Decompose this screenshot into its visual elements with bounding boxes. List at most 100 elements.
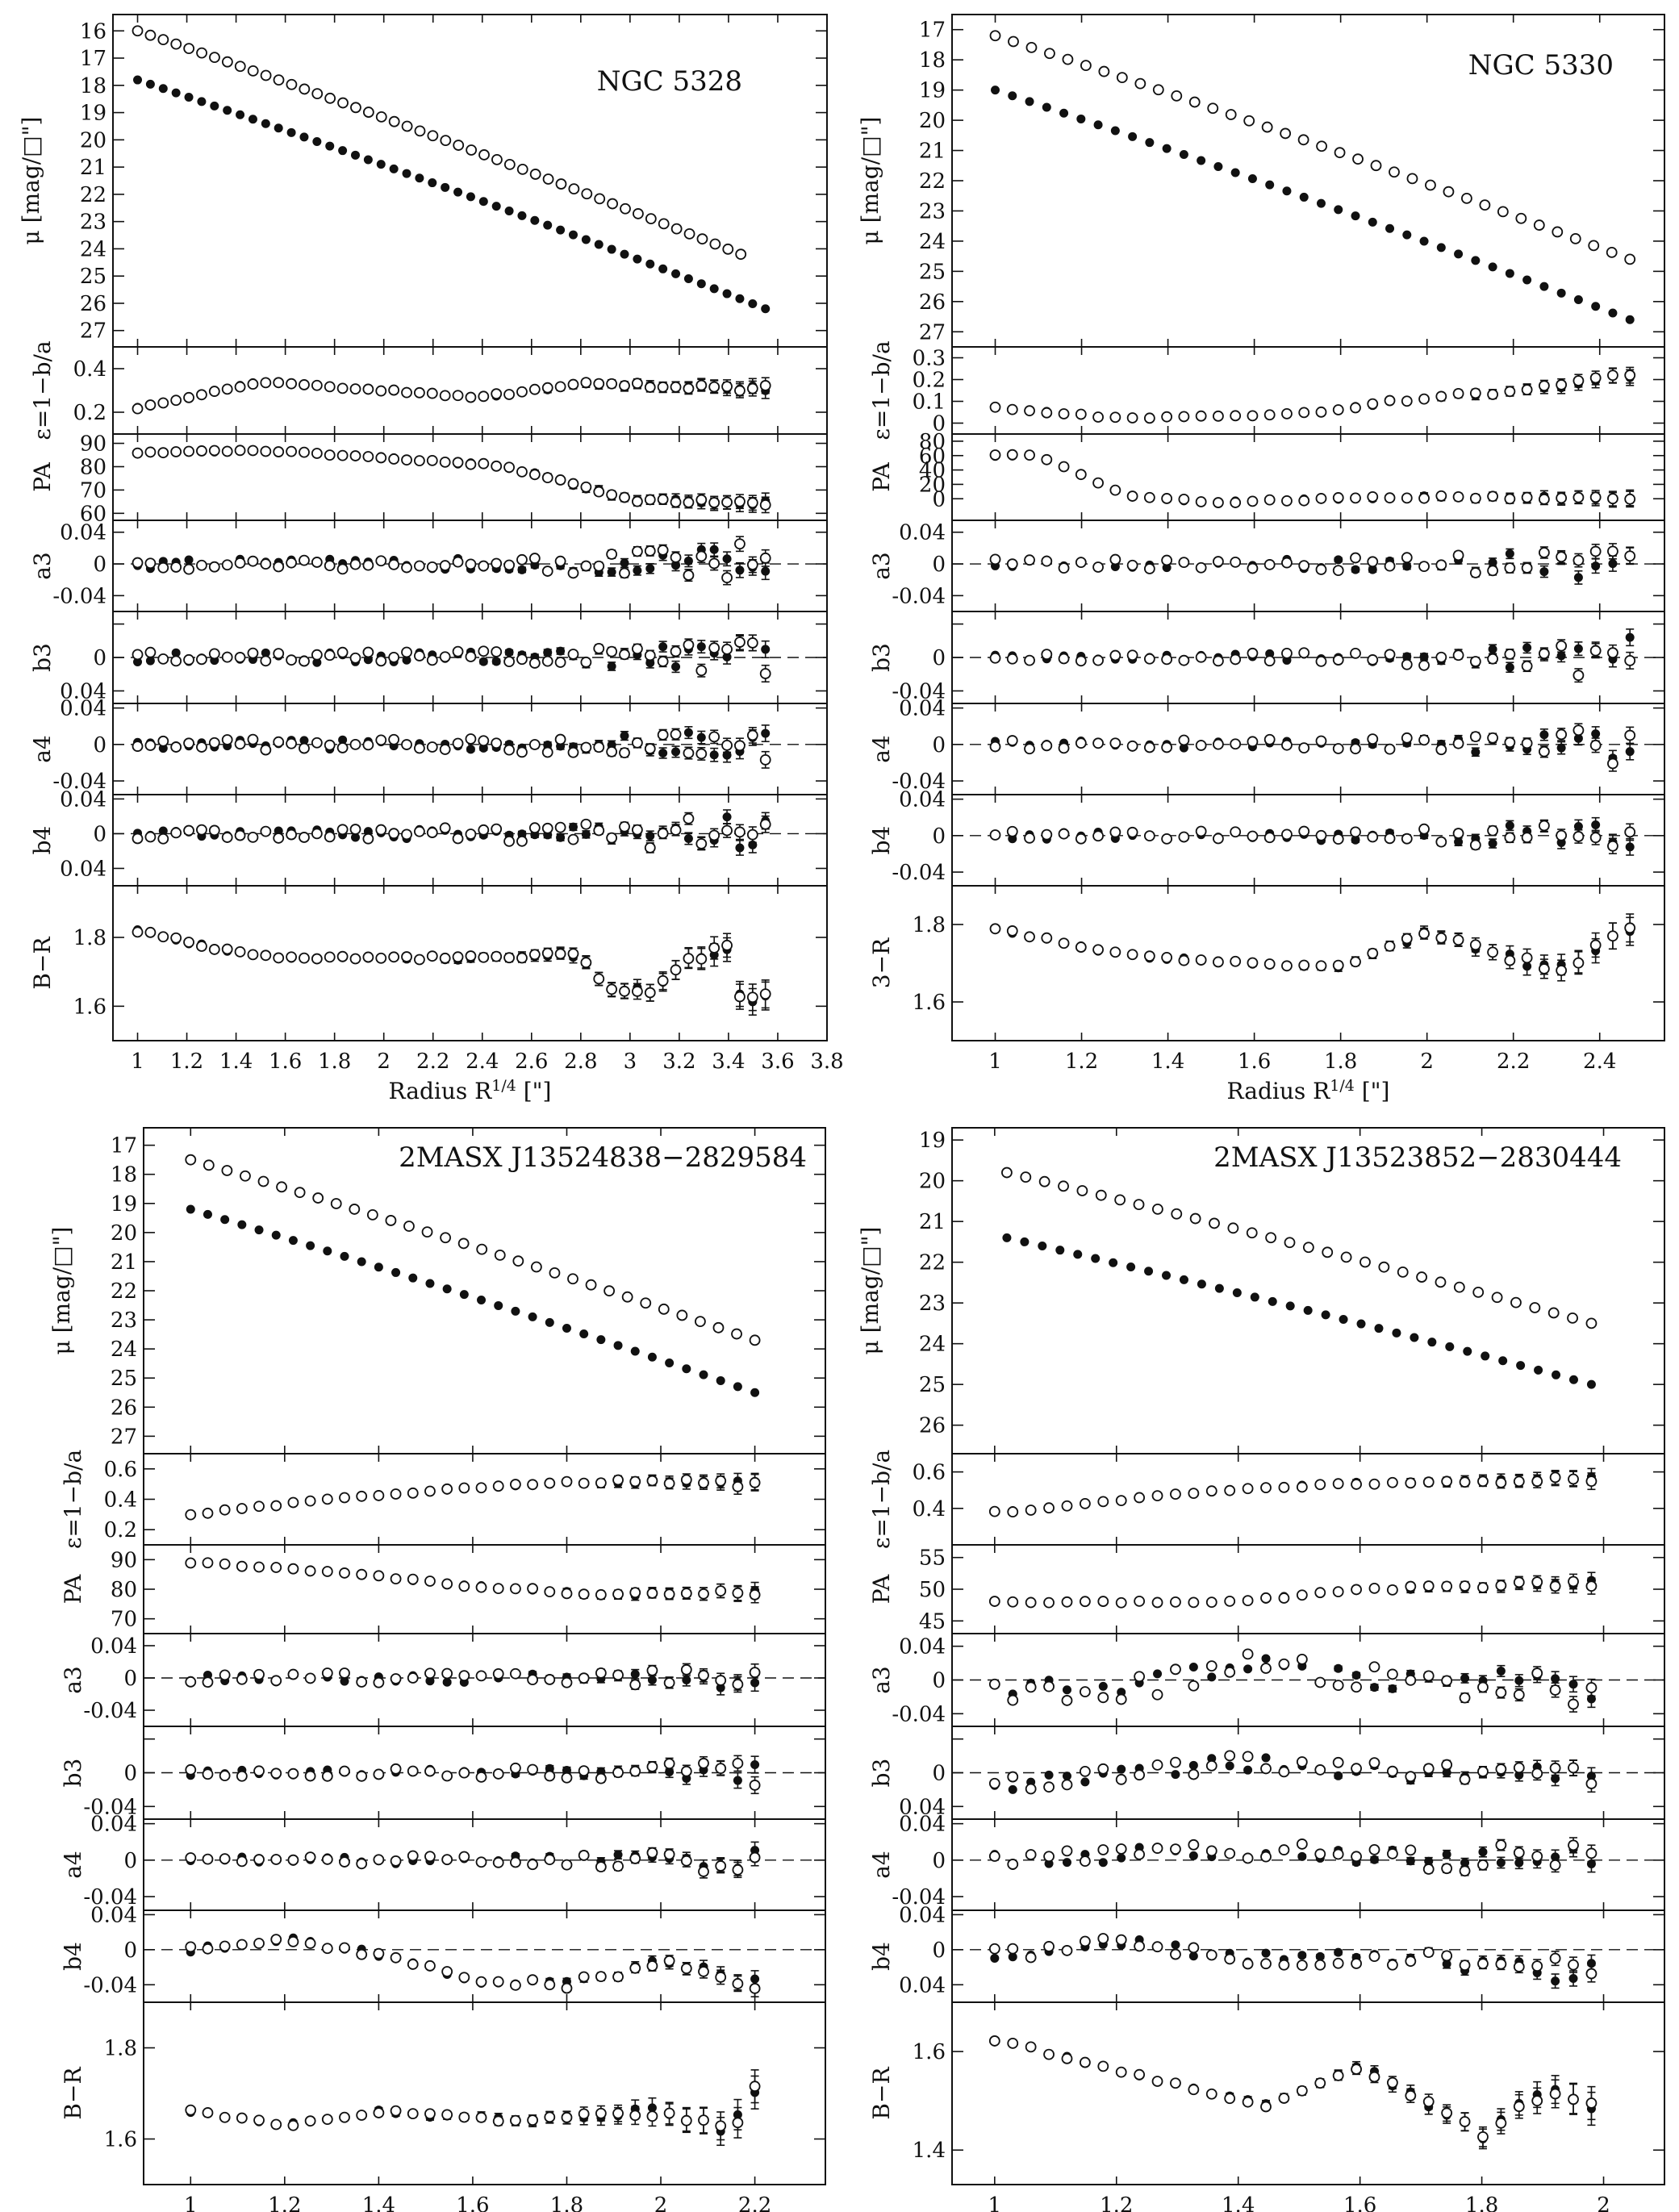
- data-point-filled: [1556, 288, 1566, 298]
- data-point-open: [324, 92, 336, 104]
- data-point-open: [1024, 405, 1035, 417]
- data-point-open: [670, 552, 682, 563]
- data-point-open: [439, 560, 451, 571]
- data-point-open: [426, 950, 438, 962]
- data-point-open: [491, 460, 503, 472]
- data-point-open: [491, 737, 503, 749]
- y-tick-label: 0: [932, 487, 946, 511]
- data-point-filled: [478, 657, 488, 666]
- y-tick-label: 0.04: [60, 679, 107, 703]
- y-axis-label-mu: μ [mag/□"]: [857, 117, 883, 245]
- data-point-open: [1350, 743, 1361, 755]
- data-point-filled: [1265, 180, 1275, 190]
- y-tick-label: 24: [919, 230, 946, 254]
- data-point-filled: [1573, 644, 1583, 653]
- data-point-open: [708, 829, 720, 841]
- data-point-open: [1143, 412, 1155, 424]
- data-point-open: [657, 828, 669, 840]
- data-point-open: [1109, 649, 1121, 662]
- data-point-open: [644, 743, 656, 754]
- data-point-open: [157, 653, 169, 665]
- data-point-open: [234, 557, 246, 569]
- data-point-open: [503, 389, 515, 400]
- data-point-open: [208, 386, 220, 397]
- data-point-open: [516, 653, 528, 666]
- data-point-open: [1024, 743, 1035, 755]
- data-point-open: [619, 380, 630, 391]
- y-axis-label-a3: a3: [868, 552, 895, 580]
- data-point-open: [439, 822, 451, 834]
- panel-frame: [112, 14, 828, 348]
- data-point-open: [1243, 115, 1255, 127]
- data-point-open: [144, 740, 157, 751]
- data-point-open: [709, 238, 721, 250]
- x-tick-label: 1: [131, 1050, 144, 1074]
- data-point-open: [1263, 559, 1276, 570]
- data-point-open: [670, 964, 682, 976]
- data-point-open: [426, 654, 438, 666]
- data-point-open: [1213, 556, 1224, 567]
- data-point-open: [388, 558, 400, 570]
- data-point-open: [388, 115, 400, 127]
- y-tick-label: -0.04: [52, 584, 107, 608]
- data-point-open: [452, 833, 464, 845]
- data-point-open: [349, 383, 361, 395]
- data-point-open: [132, 447, 144, 459]
- data-point-filled: [1351, 211, 1360, 221]
- data-point-open: [696, 233, 708, 245]
- data-point-open: [336, 742, 349, 753]
- data-point-open: [157, 931, 169, 943]
- data-point-open: [144, 831, 157, 843]
- x-tick-label: 1.2: [170, 1050, 203, 1074]
- data-point-open: [657, 545, 669, 556]
- data-point-open: [414, 825, 425, 837]
- data-point-open: [1624, 550, 1636, 562]
- data-point-open: [170, 932, 182, 944]
- data-point-open: [1332, 404, 1344, 415]
- data-point-open: [273, 446, 285, 457]
- x-tick-label: 3: [624, 1050, 637, 1074]
- data-point-open: [1230, 738, 1242, 750]
- data-point-open: [336, 646, 349, 658]
- data-point-open: [1116, 72, 1128, 84]
- data-point-open: [1469, 492, 1481, 504]
- data-point-open: [1401, 552, 1413, 564]
- data-point-open: [631, 737, 643, 749]
- data-point-open: [247, 555, 259, 567]
- data-point-open: [1315, 406, 1327, 418]
- data-point-open: [1075, 408, 1087, 420]
- data-point-open: [1350, 492, 1361, 504]
- data-point-open: [1515, 212, 1527, 224]
- data-point-open: [299, 742, 310, 754]
- y-tick-label: 25: [80, 265, 107, 289]
- data-point-open: [721, 643, 733, 655]
- data-point-open: [183, 563, 194, 575]
- data-point-filled: [261, 119, 270, 128]
- data-point-open: [683, 639, 695, 651]
- data-point-open: [1607, 493, 1618, 504]
- data-point-open: [196, 824, 207, 836]
- data-point-open: [1504, 386, 1516, 398]
- data-point-open: [299, 554, 310, 566]
- data-point-open: [580, 957, 592, 969]
- data-point-open: [1062, 53, 1074, 65]
- panel-a3: 0.04 0 -0.04 a3: [29, 520, 828, 612]
- data-point-open: [1006, 653, 1018, 665]
- data-point-filled: [671, 269, 681, 278]
- data-point-open: [157, 447, 169, 459]
- data-point-filled: [1402, 561, 1412, 571]
- data-point-filled: [620, 731, 629, 741]
- data-point-filled: [633, 566, 642, 575]
- data-point-open: [299, 952, 310, 964]
- data-point-open: [273, 74, 285, 86]
- data-point-open: [1008, 35, 1019, 48]
- data-point-open: [1143, 563, 1155, 574]
- data-point-open: [1298, 560, 1310, 571]
- data-point-open: [362, 951, 374, 963]
- data-point-open: [620, 202, 631, 215]
- data-point-open: [734, 495, 746, 507]
- data-point-filled: [517, 565, 527, 574]
- data-point-open: [1370, 160, 1382, 172]
- data-point-filled: [671, 662, 681, 672]
- data-point-open: [1538, 547, 1550, 558]
